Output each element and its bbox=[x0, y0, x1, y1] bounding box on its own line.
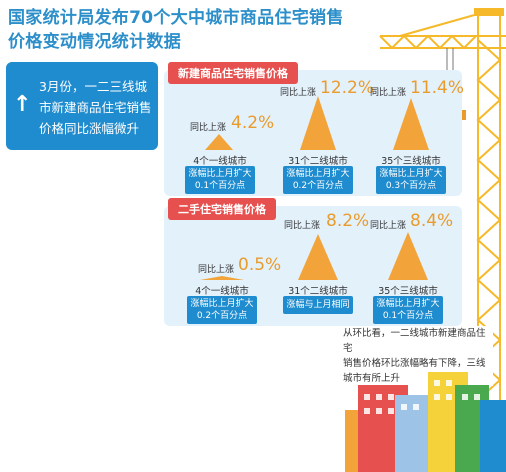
new-tier1-triangle bbox=[205, 134, 233, 150]
new-tier3-value: 11.4% bbox=[410, 78, 465, 98]
second-tier2-value: 8.2% bbox=[326, 211, 370, 231]
second-tier3-triangle bbox=[388, 232, 428, 280]
new-tier2-note: 涨幅比上月扩大 0.2个百分点 bbox=[283, 166, 353, 194]
title-line-2: 价格变动情况统计数据 bbox=[8, 32, 181, 52]
second-tier3-value: 8.4% bbox=[410, 211, 454, 231]
up-arrow-icon: ↑ bbox=[13, 92, 32, 117]
new-tier3-triangle bbox=[393, 98, 429, 150]
new-tier2-prefix: 同比上涨 bbox=[280, 88, 317, 98]
crane-top bbox=[474, 8, 504, 16]
summary-callout: ↑ 3月份，一二三线城 市新建商品住宅销售 价格同比涨幅微升 bbox=[6, 62, 158, 150]
second-tier1-triangle bbox=[200, 276, 244, 280]
new-tier1-city: 4个一线城市 bbox=[193, 156, 247, 167]
new-tier2-triangle bbox=[300, 96, 336, 150]
new-tier3-prefix: 同比上涨 bbox=[370, 88, 407, 98]
new-homes-label: 新建商品住宅销售价格 bbox=[168, 62, 298, 84]
second-tier2-prefix: 同比上涨 bbox=[284, 221, 321, 231]
callout-line-2: 市新建商品住宅销售 bbox=[39, 100, 152, 115]
page-title: 国家统计局发布70个大中城市商品住宅销售 价格变动情况统计数据 bbox=[8, 6, 344, 54]
second-tier3-note: 涨幅比上月扩大 0.1个百分点 bbox=[373, 296, 443, 324]
new-tier3-note: 涨幅比上月扩大 0.3个百分点 bbox=[376, 166, 446, 194]
new-tier1-value: 4.2% bbox=[231, 113, 275, 133]
second-tier1-note: 涨幅比上月扩大 0.2个百分点 bbox=[187, 296, 257, 324]
second-tier3-city: 35个三线城市 bbox=[378, 286, 438, 297]
second-hand-label: 二手住宅销售价格 bbox=[168, 198, 276, 220]
second-tier2-triangle bbox=[298, 234, 338, 280]
second-tier2-city: 31个二线城市 bbox=[288, 286, 348, 297]
second-tier3-prefix: 同比上涨 bbox=[370, 221, 407, 231]
second-tier1-city: 4个一线城市 bbox=[195, 286, 249, 297]
second-tier2-note: 涨幅与上月相同 bbox=[283, 296, 353, 314]
second-tier1-prefix: 同比上涨 bbox=[198, 265, 235, 275]
callout-line-1: 3月份，一二三线城 bbox=[39, 79, 147, 94]
title-line-1: 国家统计局发布70个大中城市商品住宅销售 bbox=[8, 8, 344, 28]
new-tier2-value: 12.2% bbox=[320, 78, 375, 98]
new-tier1-note: 涨幅比上月扩大 0.1个百分点 bbox=[185, 166, 255, 194]
callout-line-3: 价格同比涨幅微升 bbox=[39, 121, 140, 136]
second-tier1-value: 0.5% bbox=[238, 255, 282, 275]
new-tier1-prefix: 同比上涨 bbox=[190, 123, 227, 133]
new-tier3-city: 35个三线城市 bbox=[381, 156, 441, 167]
new-tier2-city: 31个二线城市 bbox=[288, 156, 348, 167]
